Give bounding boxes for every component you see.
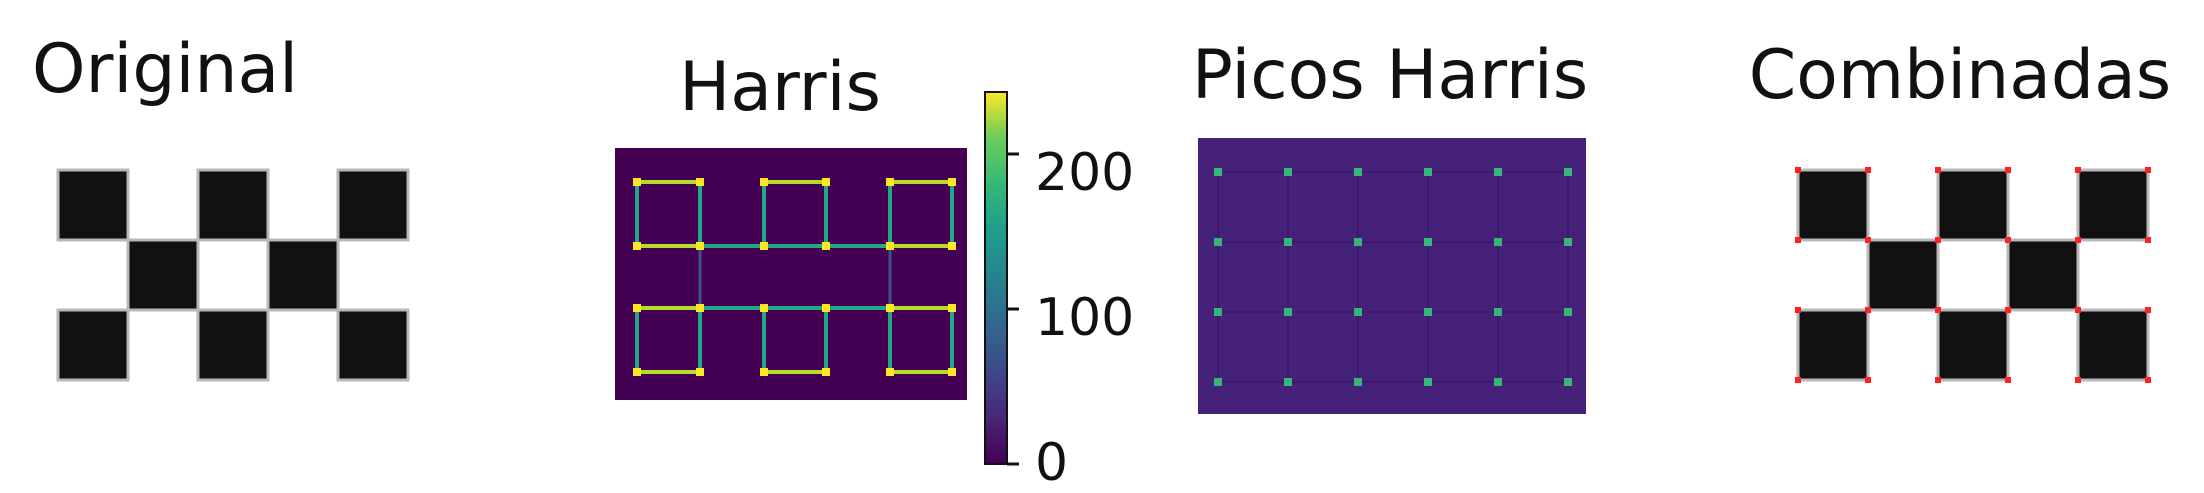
combinadas-corner-marker — [2005, 167, 2011, 173]
harris-corner-peak — [886, 178, 894, 186]
harris-corner-peak — [948, 368, 956, 376]
original-dark-square — [196, 168, 270, 242]
combinadas-dark-square — [2076, 168, 2150, 242]
panel-title-picos-harris: Picos Harris — [1191, 36, 1589, 115]
combinadas-corner-marker — [2145, 307, 2151, 313]
original-dark-square — [266, 238, 340, 312]
picos-harris-peak — [1214, 308, 1222, 316]
harris-corner-peak — [633, 304, 641, 312]
picos-harris-peak — [1564, 378, 1572, 386]
combinadas-dark-square — [1796, 168, 1870, 242]
combinadas-corner-marker — [2145, 167, 2151, 173]
picos-harris-peak — [1564, 168, 1572, 176]
harris-corner-peak — [822, 178, 830, 186]
harris-corner-peak — [822, 368, 830, 376]
original-dark-square — [126, 238, 200, 312]
combinadas-corner-marker — [1865, 167, 1871, 173]
picos-harris-peak — [1284, 378, 1292, 386]
harris-corner-peak — [760, 178, 768, 186]
combinadas-corner-marker — [2005, 237, 2011, 243]
picos-harris-peak — [1564, 308, 1572, 316]
harris-corner-peak — [696, 242, 704, 250]
harris-corner-peak — [696, 368, 704, 376]
picos-harris-peak — [1424, 308, 1432, 316]
harris-corner-peak — [948, 178, 956, 186]
picos-heatmap-background — [1198, 138, 1586, 414]
combinadas-corner-marker — [2005, 307, 2011, 313]
original-dark-square — [56, 168, 130, 242]
picos-harris-peak — [1494, 308, 1502, 316]
combinadas-corner-marker — [2075, 307, 2081, 313]
picos-harris-peak — [1424, 238, 1432, 246]
harris-corner-peak — [948, 304, 956, 312]
harris-corner-peak — [633, 368, 641, 376]
combinadas-corner-marker — [1795, 167, 1801, 173]
picos-harris-peak — [1494, 378, 1502, 386]
picos-harris-peak — [1214, 378, 1222, 386]
picos-harris-peak — [1354, 378, 1362, 386]
combinadas-corner-marker — [1865, 237, 1871, 243]
combinadas-corner-marker — [1865, 307, 1871, 313]
combinadas-corner-marker — [2145, 237, 2151, 243]
harris-corner-peak — [948, 242, 956, 250]
combinadas-corner-marker — [2075, 167, 2081, 173]
combinadas-corner-marker — [1865, 377, 1871, 383]
combinadas-corner-marker — [1795, 377, 1801, 383]
combinadas-corner-marker — [1935, 307, 1941, 313]
combinadas-dark-square — [1866, 238, 1940, 312]
original-dark-square — [56, 308, 130, 382]
picos-harris-peak — [1214, 238, 1222, 246]
harris-corner-peak — [760, 304, 768, 312]
picos-harris-peak — [1424, 168, 1432, 176]
picos-harris-peak — [1284, 168, 1292, 176]
panel-title-harris: Harris — [679, 48, 881, 127]
panel-title-original: Original — [31, 30, 299, 109]
harris-corner-peak — [886, 304, 894, 312]
picos-harris-peak — [1424, 378, 1432, 386]
harris-corner-peak — [696, 304, 704, 312]
picos-harris-peak — [1564, 238, 1572, 246]
harris-corner-peak — [760, 242, 768, 250]
harris-corner-peak — [822, 242, 830, 250]
combinadas-dark-square — [1936, 168, 2010, 242]
picos-harris-peak — [1354, 308, 1362, 316]
harris-corner-peak — [886, 242, 894, 250]
harris-corner-peak — [760, 368, 768, 376]
harris-heatmap-background — [615, 148, 967, 400]
picos-harris-peak — [1284, 238, 1292, 246]
harris-colorbar — [984, 91, 1008, 465]
original-dark-square — [196, 308, 270, 382]
combinadas-corner-marker — [1935, 377, 1941, 383]
colorbar-tick-label-200: 200 — [1035, 143, 1135, 203]
picos-harris-peak — [1494, 168, 1502, 176]
combinadas-corner-marker — [2145, 377, 2151, 383]
harris-corner-peak — [633, 242, 641, 250]
picos-harris-peak — [1494, 238, 1502, 246]
combinadas-corner-marker — [2005, 377, 2011, 383]
combinadas-corner-marker — [2075, 237, 2081, 243]
colorbar-tick-label-0: 0 — [1035, 433, 1069, 493]
original-dark-square — [336, 308, 410, 382]
combinadas-corner-marker — [1935, 237, 1941, 243]
colorbar-tick-label-100: 100 — [1035, 288, 1135, 348]
picos-harris-peak — [1354, 238, 1362, 246]
combinadas-corner-marker — [1795, 237, 1801, 243]
picos-harris-peak — [1214, 168, 1222, 176]
combinadas-corner-marker — [2075, 377, 2081, 383]
combinadas-dark-square — [1936, 308, 2010, 382]
combinadas-dark-square — [1796, 308, 1870, 382]
picos-harris-peak — [1284, 308, 1292, 316]
harris-corner-peak — [696, 178, 704, 186]
panel-title-combinadas: Combinadas — [1748, 36, 2172, 115]
original-dark-square — [336, 168, 410, 242]
combinadas-dark-square — [2076, 308, 2150, 382]
combinadas-corner-marker — [1795, 307, 1801, 313]
picos-harris-peak — [1354, 168, 1362, 176]
harris-corner-peak — [633, 178, 641, 186]
combinadas-dark-square — [2006, 238, 2080, 312]
combinadas-corner-marker — [1935, 167, 1941, 173]
harris-corner-peak — [886, 368, 894, 376]
harris-corner-peak — [822, 304, 830, 312]
